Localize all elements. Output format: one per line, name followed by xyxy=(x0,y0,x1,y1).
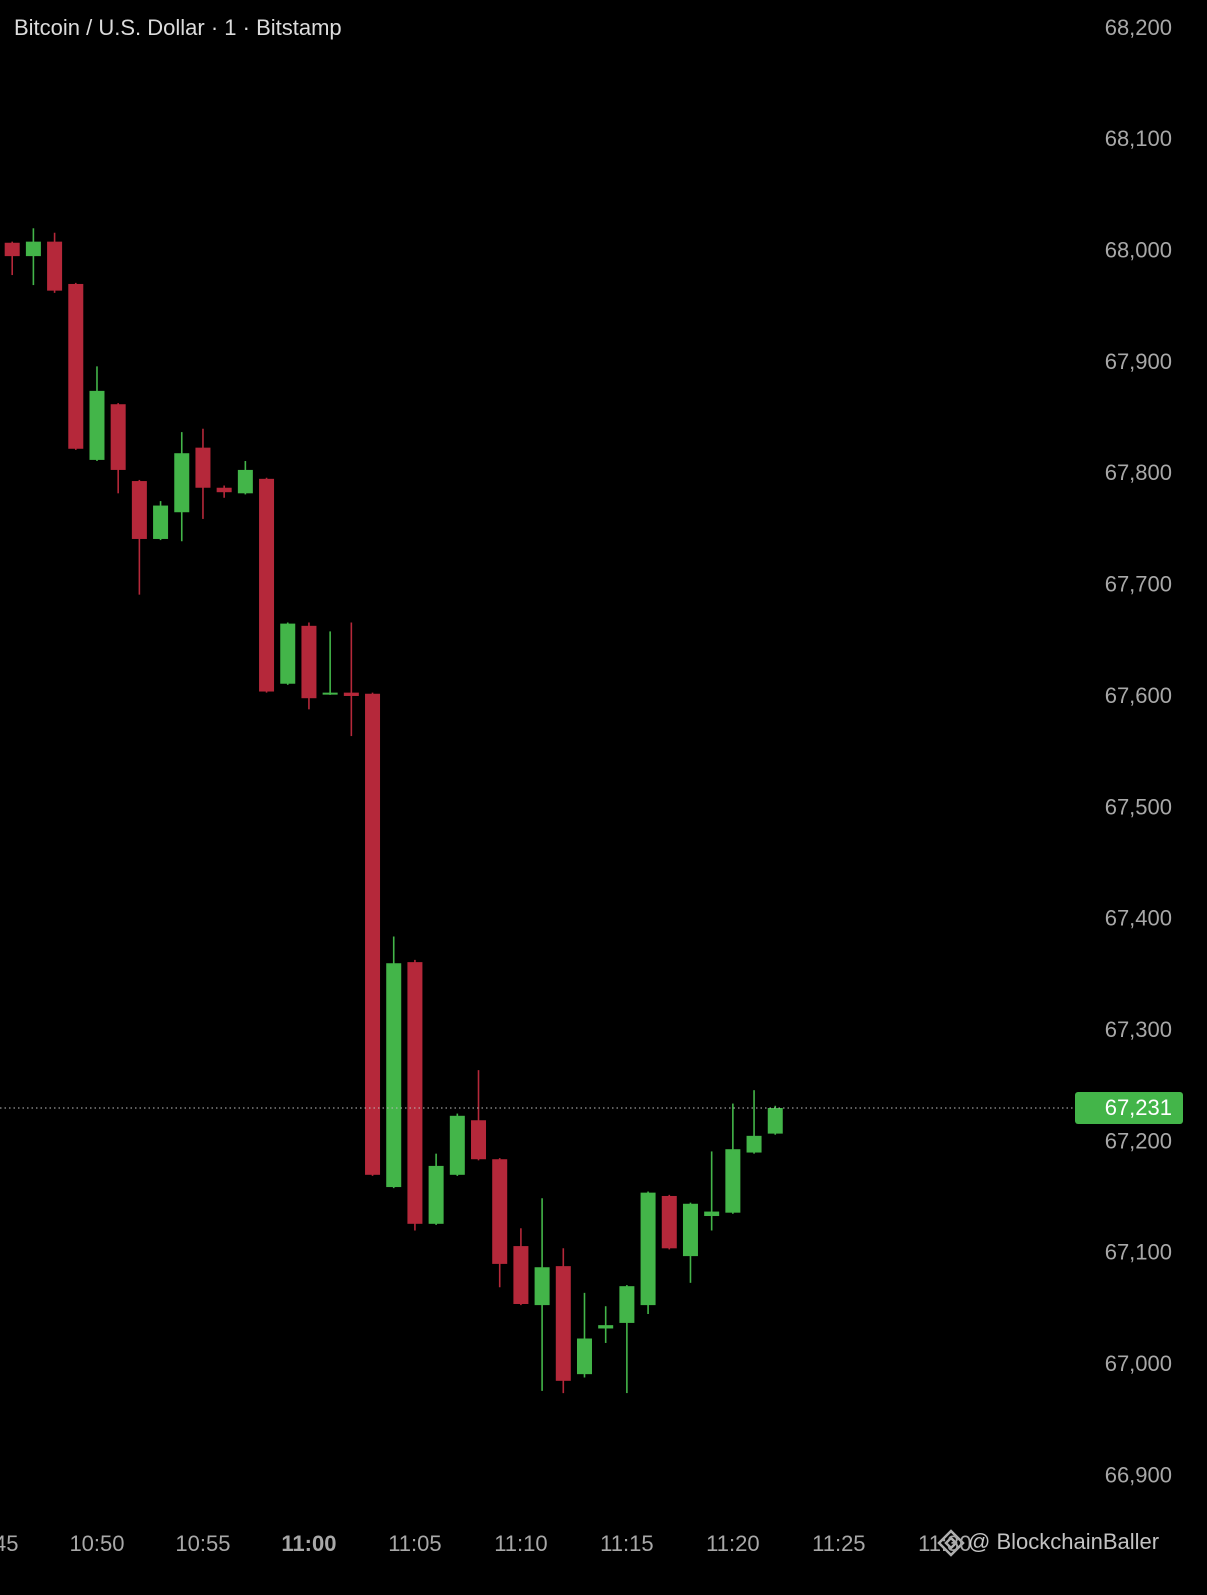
candle-body xyxy=(725,1149,741,1213)
candle-body xyxy=(704,1211,720,1217)
candle-body xyxy=(110,404,126,470)
y-tick-label: 67,000 xyxy=(1105,1351,1172,1376)
candle-body xyxy=(195,447,211,488)
chart-title: Bitcoin / U.S. Dollar · 1 · Bitstamp xyxy=(14,15,342,40)
y-tick-label: 67,300 xyxy=(1105,1017,1172,1042)
candle-body xyxy=(471,1120,487,1160)
candle-body xyxy=(25,241,41,257)
watermark-icon xyxy=(937,1529,965,1557)
x-tick-label: 11:25 xyxy=(812,1531,865,1556)
y-tick-label: 67,900 xyxy=(1105,349,1172,374)
x-tick-label: 10:45 xyxy=(0,1531,19,1556)
x-tick-label: 11:00 xyxy=(281,1531,336,1556)
y-tick-label: 67,700 xyxy=(1105,572,1172,597)
y-tick-label: 66,900 xyxy=(1105,1462,1172,1487)
candle-body xyxy=(576,1338,592,1375)
candle-body xyxy=(343,692,359,696)
y-tick-label: 67,800 xyxy=(1105,460,1172,485)
x-tick-label: 11:05 xyxy=(388,1531,441,1556)
candle-body xyxy=(534,1267,550,1306)
y-tick-label: 68,000 xyxy=(1105,237,1172,262)
x-tick-label: 10:50 xyxy=(69,1531,124,1556)
candle-body xyxy=(746,1135,762,1153)
candle-body xyxy=(386,963,402,1188)
candle-body xyxy=(301,625,317,699)
x-tick-label: 11:20 xyxy=(706,1531,759,1556)
candle-body xyxy=(661,1195,677,1249)
x-tick-label: 10:55 xyxy=(175,1531,230,1556)
candle-body xyxy=(428,1165,444,1224)
candle-body xyxy=(237,469,253,494)
candle-body xyxy=(153,505,169,539)
candle-body xyxy=(492,1159,508,1264)
y-tick-label: 68,200 xyxy=(1105,15,1172,40)
candle-body xyxy=(555,1266,571,1381)
y-tick-label: 67,400 xyxy=(1105,906,1172,931)
candle-body xyxy=(365,693,381,1175)
candle-body xyxy=(89,390,105,460)
y-tick-label: 67,200 xyxy=(1105,1128,1172,1153)
y-tick-label: 68,100 xyxy=(1105,126,1172,151)
candle-body xyxy=(640,1192,656,1306)
x-tick-label: 11:10 xyxy=(494,1531,547,1556)
x-tick-label: 11:30 xyxy=(918,1531,971,1556)
candle-body xyxy=(407,962,423,1224)
x-tick-label: 11:15 xyxy=(600,1531,653,1556)
candle-body xyxy=(322,692,338,695)
y-tick-label: 67,600 xyxy=(1105,683,1172,708)
last-price-label: 67,231 xyxy=(1105,1095,1172,1120)
candle-body xyxy=(619,1286,635,1323)
candle-body xyxy=(4,242,20,257)
candle-body xyxy=(280,623,296,684)
candle-body xyxy=(47,241,63,291)
y-tick-label: 67,500 xyxy=(1105,794,1172,819)
last-price-badge xyxy=(1075,1092,1183,1125)
candle-body xyxy=(259,478,275,692)
candle-body xyxy=(513,1246,529,1304)
watermark: @ BlockchainBaller xyxy=(968,1529,1159,1554)
candle-body xyxy=(449,1115,465,1175)
candle-body xyxy=(216,487,232,493)
candle-body xyxy=(131,481,147,539)
candle-body xyxy=(767,1108,783,1134)
candle-body xyxy=(682,1203,698,1257)
y-tick-label: 67,100 xyxy=(1105,1240,1172,1265)
candle-body xyxy=(598,1325,614,1329)
candle-body xyxy=(174,453,190,513)
candle-body xyxy=(68,283,84,449)
